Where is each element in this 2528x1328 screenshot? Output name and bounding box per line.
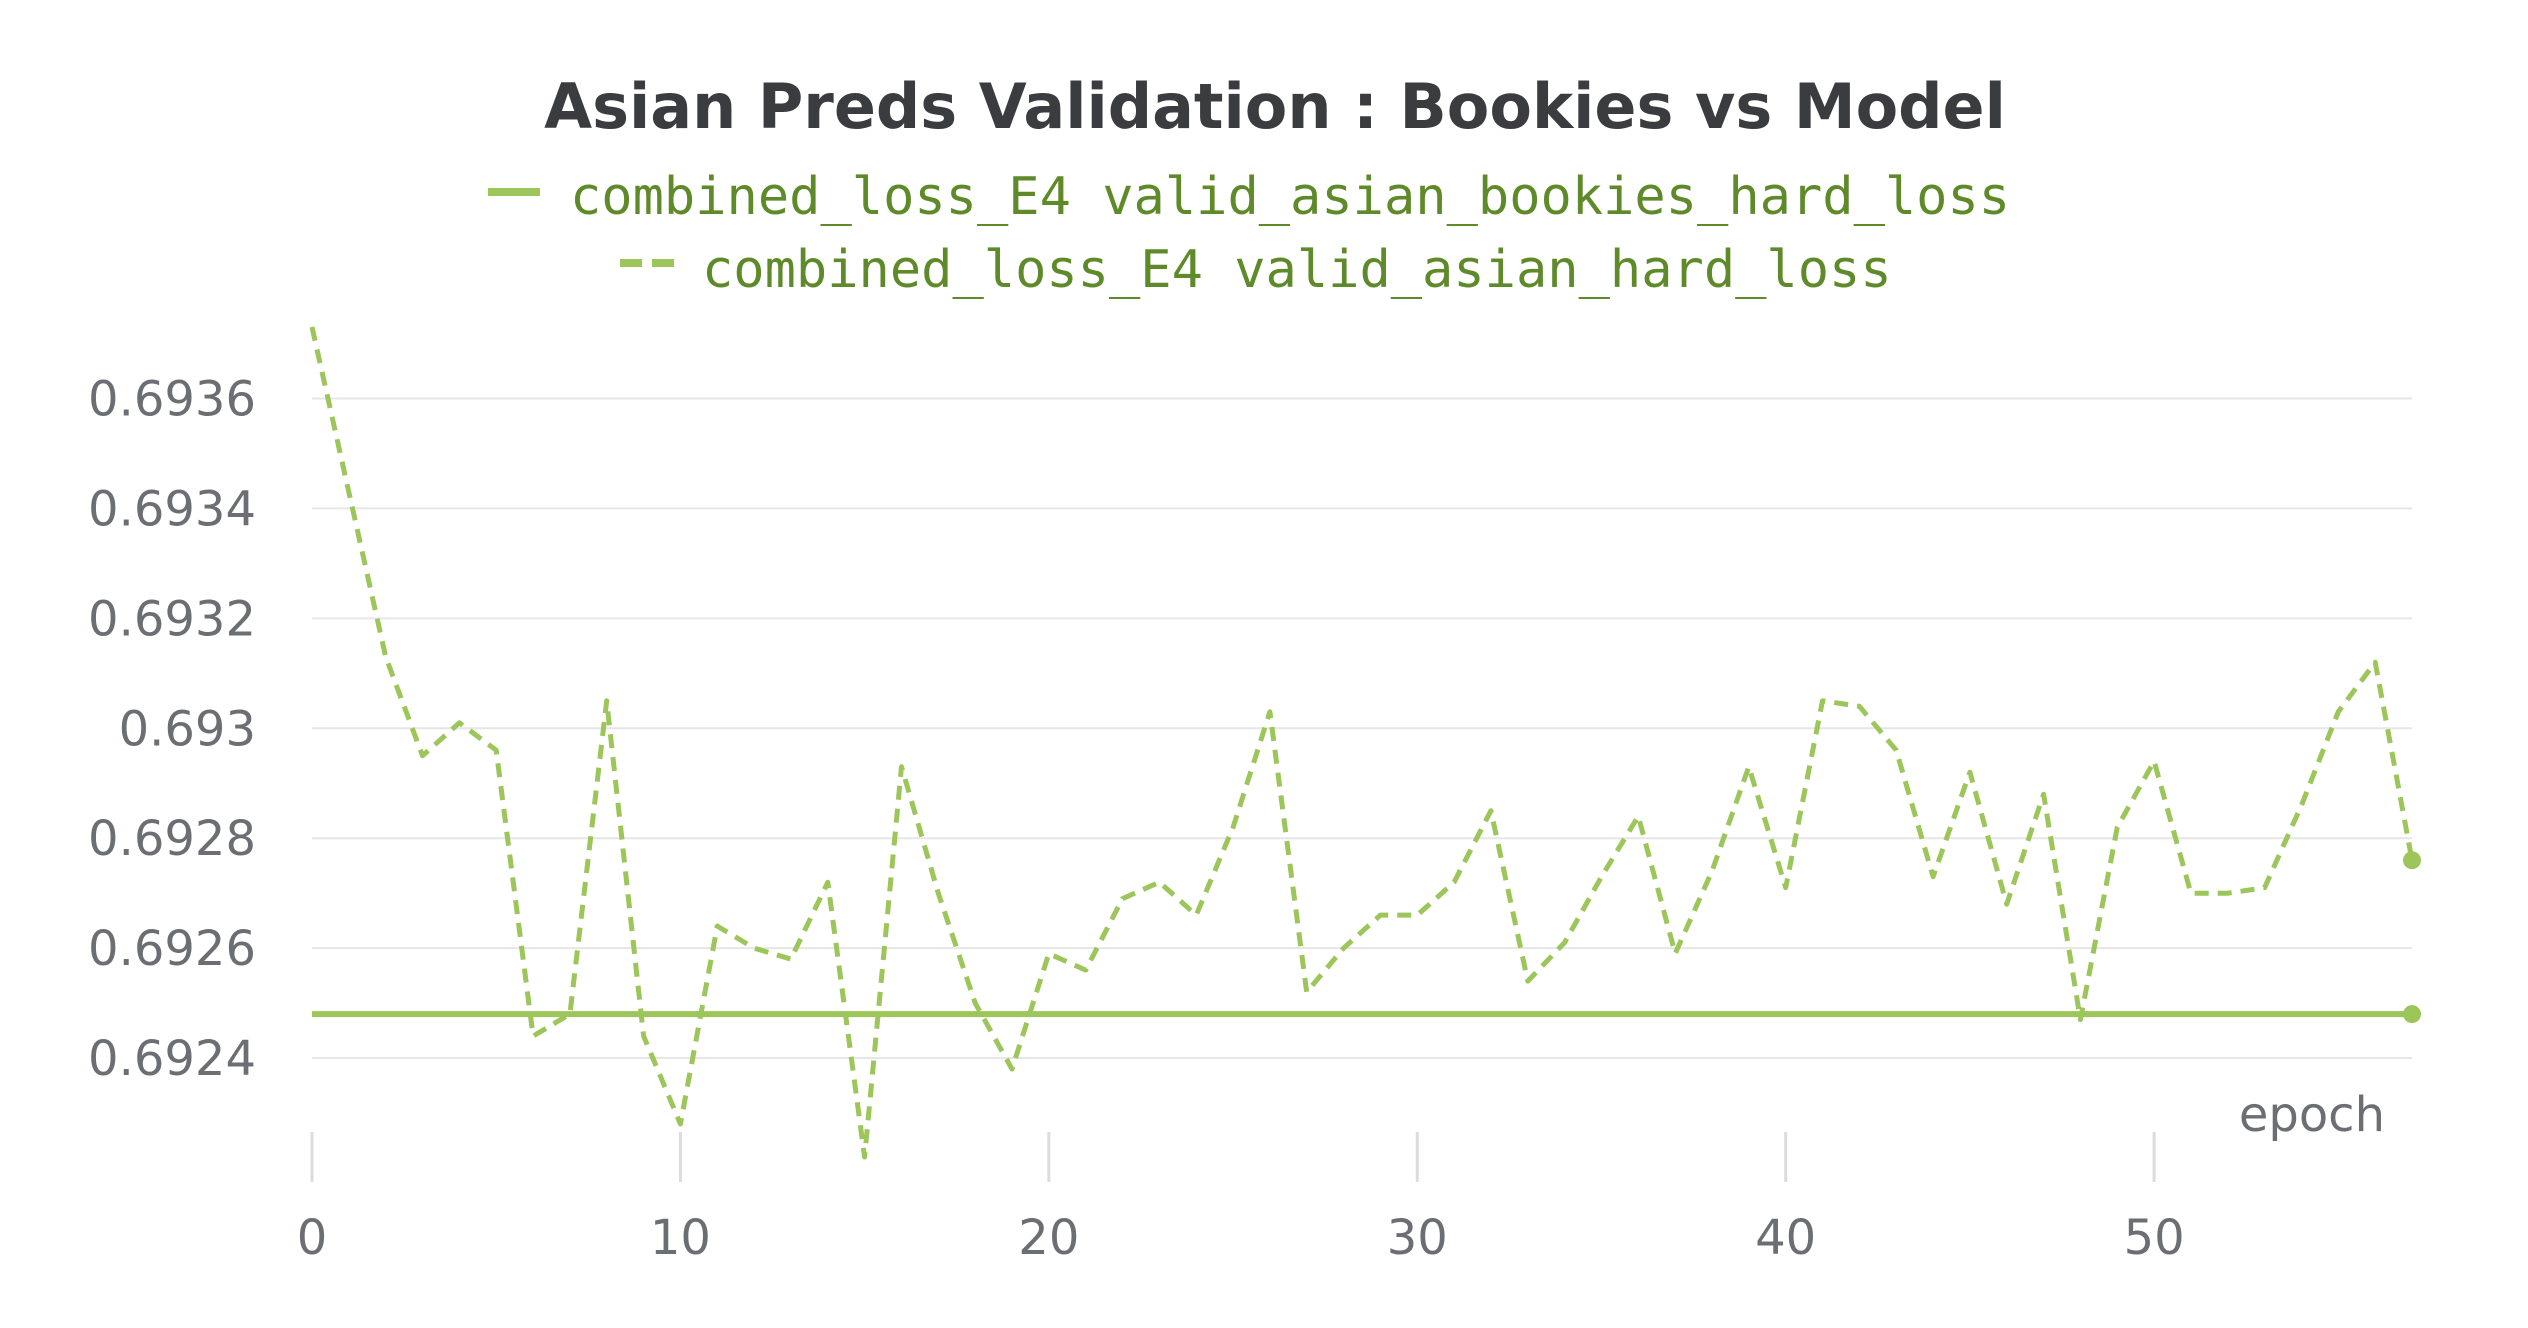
chart-title: Asian Preds Validation : Bookies vs Mode… bbox=[544, 70, 2006, 143]
series-endpoint-model[interactable] bbox=[2403, 851, 2421, 870]
y-tick-label: 0.6932 bbox=[88, 591, 256, 647]
y-tick-label: 0.6934 bbox=[88, 481, 256, 537]
x-tick-label: 20 bbox=[1018, 1210, 1079, 1266]
y-tick-label: 0.6928 bbox=[88, 811, 256, 867]
x-tick-label: 0 bbox=[297, 1210, 328, 1266]
y-tick-label: 0.6926 bbox=[88, 921, 256, 977]
legend-label-bookies: combined_loss_E4 valid_asian_bookies_har… bbox=[570, 167, 2010, 227]
x-tick-label: 10 bbox=[650, 1210, 711, 1266]
y-tick-label: 0.693 bbox=[119, 701, 256, 757]
x-axis-label: epoch bbox=[2239, 1087, 2385, 1143]
x-tick-label: 40 bbox=[1755, 1210, 1816, 1266]
y-axis-tick-labels: 0.6924 0.6926 0.6928 0.693 0.6932 0.6934 0.693… bbox=[88, 371, 256, 1087]
legend-item-dashed[interactable]: combined_loss_E4 valid_asian_hard_loss bbox=[620, 240, 1892, 300]
x-tick-label: 50 bbox=[2124, 1210, 2185, 1266]
x-axis-tick-labels: 0 10 20 30 40 50 bbox=[297, 1210, 2185, 1266]
plot-area[interactable] bbox=[309, 326, 2421, 1160]
grid-lines bbox=[312, 397, 2412, 1060]
legend-item-solid[interactable]: combined_loss_E4 valid_asian_bookies_har… bbox=[488, 167, 2010, 227]
x-axis-ticks bbox=[310, 1132, 2156, 1182]
series-line-model[interactable] bbox=[309, 326, 2415, 1160]
y-tick-label: 0.6936 bbox=[88, 371, 256, 427]
legend: combined_loss_E4 valid_asian_bookies_har… bbox=[488, 167, 2010, 300]
y-tick-label: 0.6924 bbox=[88, 1031, 256, 1087]
x-tick-label: 30 bbox=[1387, 1210, 1448, 1266]
series-endpoint-bookies[interactable] bbox=[2403, 1005, 2421, 1024]
legend-label-model: combined_loss_E4 valid_asian_hard_loss bbox=[702, 240, 1892, 300]
